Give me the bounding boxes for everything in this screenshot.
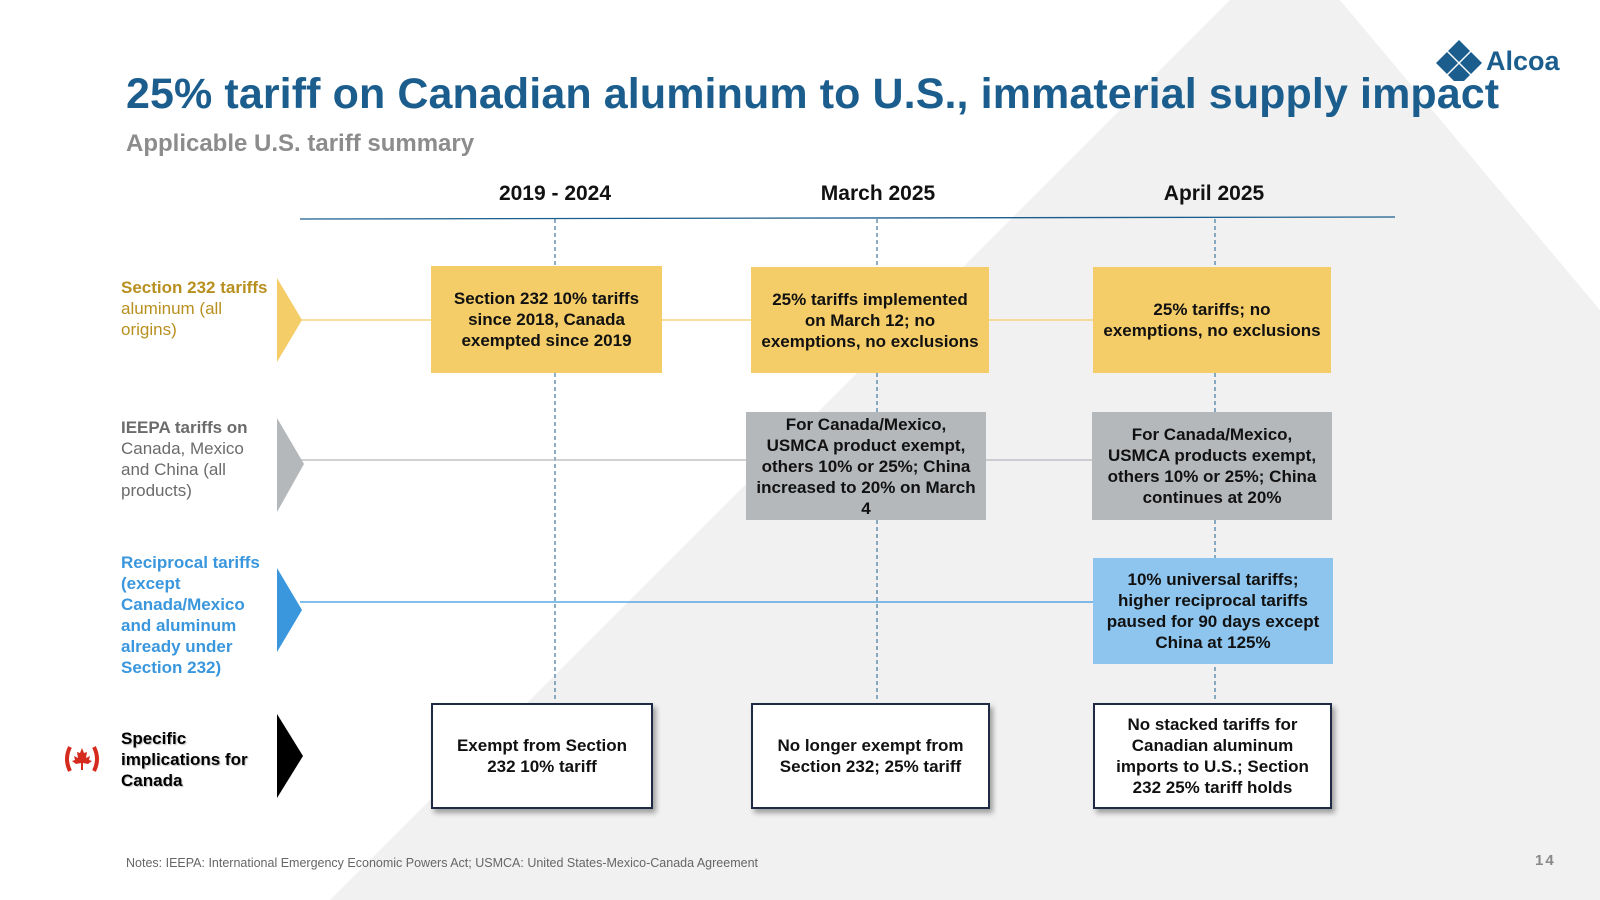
row-label-ieepa-bold: IEEPA tariffs on xyxy=(121,418,248,437)
row-label-section232-rest: aluminum (all origins) xyxy=(121,299,223,339)
cell-section232-march-2025: 25% tariffs implemented on March 12; no … xyxy=(751,267,989,373)
column-header-april-2025: April 2025 xyxy=(1163,182,1265,205)
canada-flag-icon xyxy=(65,746,99,772)
row-arrow-canada xyxy=(277,714,303,798)
cell-ieepa-april-2025: For Canada/Mexico, USMCA products exempt… xyxy=(1092,412,1332,520)
alcoa-logo: Alcoa xyxy=(1436,40,1560,82)
row-label-ieepa-rest: Canada, Mexico and China (all products) xyxy=(121,439,244,500)
page-subtitle: Applicable U.S. tariff summary xyxy=(126,130,475,157)
row-label-ieepa: IEEPA tariffs on Canada, Mexico and Chin… xyxy=(121,417,271,501)
row-arrow-reciprocal xyxy=(277,568,302,652)
row-arrow-section232 xyxy=(277,278,302,362)
alcoa-logo-icon xyxy=(1436,40,1482,81)
page-title: 25% tariff on Canadian aluminum to U.S.,… xyxy=(126,70,1500,118)
cell-section232-2019-2024: Section 232 10% tariffs since 2018, Cana… xyxy=(431,266,662,373)
row-label-section232-bold: Section 232 tariffs xyxy=(121,278,268,297)
row-label-section232: Section 232 tariffs aluminum (all origin… xyxy=(121,277,271,340)
cell-section232-april-2025: 25% tariffs; no exemptions, no exclusion… xyxy=(1093,267,1331,373)
row-label-canada: Specific implications for Canada xyxy=(121,729,248,790)
column-header-2019-2024: 2019 - 2024 xyxy=(498,182,612,205)
row-label-reciprocal: Reciprocal tariffs (except Canada/Mexico… xyxy=(121,553,260,677)
cell-canada-march-2025: No longer exempt from Section 232; 25% t… xyxy=(751,703,990,809)
alcoa-logo-text: Alcoa xyxy=(1486,45,1560,76)
cell-canada-2019-2024: Exempt from Section 232 10% tariff xyxy=(431,703,653,809)
footnote: Notes: IEEPA: International Emergency Ec… xyxy=(126,856,758,870)
page-number: 14 xyxy=(1535,852,1556,869)
column-header-march-2025: March 2025 xyxy=(820,182,936,205)
cell-reciprocal-april-2025: 10% universal tariffs; higher reciprocal… xyxy=(1093,558,1333,664)
row-arrow-ieepa xyxy=(277,418,304,512)
cell-canada-april-2025: No stacked tariffs for Canadian aluminum… xyxy=(1093,703,1332,809)
cell-ieepa-march-2025: For Canada/Mexico, USMCA product exempt,… xyxy=(746,412,986,520)
